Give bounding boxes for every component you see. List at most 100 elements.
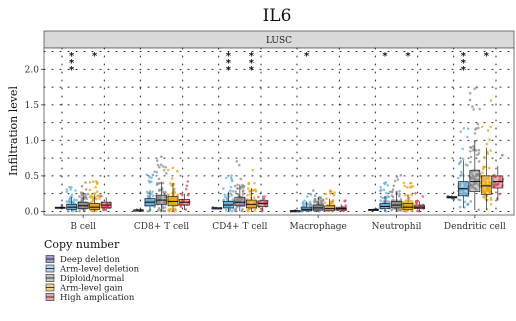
data-point (496, 182, 500, 186)
data-point (488, 188, 492, 192)
data-point (241, 193, 245, 196)
data-point (384, 199, 388, 203)
data-point (403, 193, 407, 197)
data-point (150, 192, 153, 196)
data-point (164, 190, 167, 194)
data-point (236, 192, 240, 196)
data-point (230, 174, 233, 177)
data-point (94, 185, 97, 189)
data-point (161, 190, 165, 194)
data-point (469, 160, 472, 164)
data-point (416, 199, 420, 203)
data-point (253, 209, 256, 212)
data-point (386, 184, 390, 187)
data-point (493, 184, 497, 187)
data-point (344, 204, 348, 207)
chart-title: IL6 (263, 6, 292, 26)
box-0-2 (77, 192, 89, 212)
significance-star: * (461, 65, 467, 76)
data-point (70, 185, 73, 189)
box-3-4 (335, 204, 347, 212)
data-point (481, 190, 485, 194)
data-point (382, 188, 386, 191)
significance-star: * (249, 58, 255, 69)
data-point (227, 195, 231, 198)
data-point (469, 146, 472, 149)
data-point (333, 191, 336, 194)
box-0-4 (100, 197, 112, 212)
box-body (469, 169, 481, 192)
data-point (474, 178, 477, 181)
data-point (399, 209, 403, 212)
data-point (470, 170, 473, 174)
data-point (224, 208, 228, 212)
data-point (162, 169, 166, 172)
x-tick-label: Macrophage (289, 222, 346, 232)
data-point (466, 202, 470, 206)
data-point (466, 135, 469, 139)
data-point (411, 185, 415, 188)
data-point (469, 155, 473, 159)
data-point (65, 188, 69, 191)
data-point (485, 142, 489, 146)
data-point (458, 205, 462, 209)
data-point (486, 129, 490, 132)
data-point (471, 173, 474, 176)
data-point (472, 177, 476, 180)
data-point (475, 173, 478, 176)
data-point (228, 208, 231, 211)
data-point (329, 192, 332, 195)
significance-star: * (92, 51, 98, 62)
data-point (185, 184, 189, 188)
data-point (150, 180, 153, 183)
data-point (387, 203, 391, 207)
data-point (240, 197, 243, 200)
data-point (399, 198, 403, 201)
data-point (229, 189, 232, 192)
box-5-0 (446, 195, 458, 200)
data-point (393, 179, 397, 183)
box-4-2 (391, 191, 402, 212)
data-point (157, 207, 161, 210)
y-tick-label: 0.0 (25, 207, 40, 217)
data-point (260, 207, 263, 211)
data-point (233, 184, 237, 188)
y-tick-label: 1.5 (25, 101, 40, 111)
data-point (408, 199, 411, 202)
box-body (89, 203, 101, 210)
data-point (406, 186, 409, 189)
data-point (306, 195, 309, 198)
data-point (176, 169, 179, 173)
legend-title: Copy number (44, 238, 120, 251)
data-point (379, 199, 383, 203)
data-point (402, 181, 406, 185)
data-point (386, 200, 390, 203)
data-point (150, 199, 153, 202)
box-body (234, 196, 246, 207)
data-point (498, 192, 501, 196)
data-point (381, 196, 385, 200)
data-point (165, 172, 168, 175)
box-1-3 (167, 183, 179, 212)
data-point (70, 193, 74, 196)
legend-label: High amplication (60, 293, 135, 303)
data-point (379, 188, 383, 191)
data-point (468, 98, 472, 102)
data-point (158, 195, 161, 199)
data-point (247, 187, 250, 190)
data-point (410, 193, 414, 197)
data-point (308, 200, 312, 204)
data-point (461, 147, 464, 151)
data-point (223, 193, 227, 197)
data-point (150, 176, 153, 179)
significance-star: * (69, 58, 75, 69)
data-point (309, 203, 313, 207)
data-point (93, 192, 97, 195)
significance-star: * (304, 51, 310, 62)
data-point (95, 209, 98, 212)
data-point (88, 188, 92, 192)
data-point (482, 155, 486, 159)
data-point (463, 200, 467, 204)
data-point (247, 207, 251, 211)
data-point (236, 187, 239, 190)
